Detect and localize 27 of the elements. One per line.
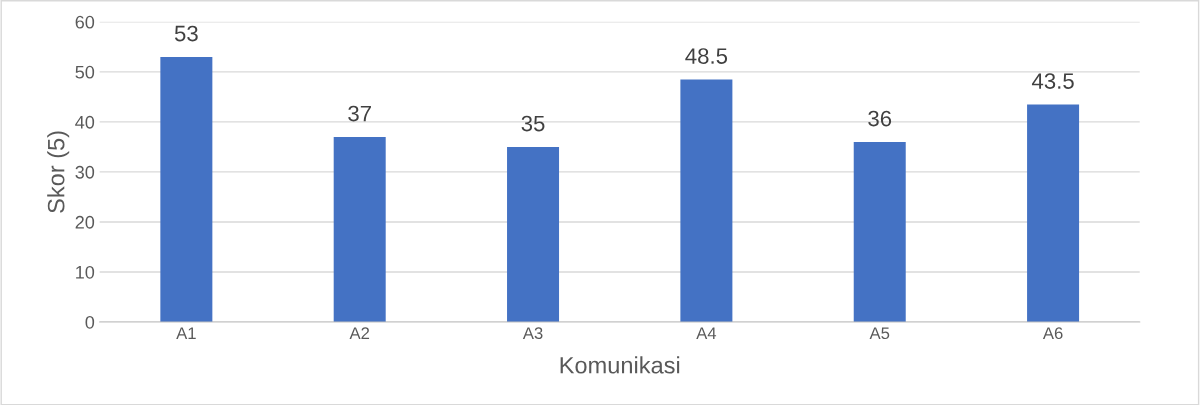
bar <box>853 141 906 322</box>
bar <box>333 136 386 322</box>
y-tick-label: 30 <box>75 165 95 179</box>
x-axis-title: Komunikasi <box>560 356 680 374</box>
data-label: 36 <box>868 110 892 127</box>
bar <box>160 56 213 322</box>
bar <box>680 79 733 322</box>
data-label: 53 <box>174 25 198 42</box>
y-tick-label: 20 <box>75 215 95 229</box>
x-tick-label: A2 <box>349 327 370 339</box>
y-tick-label: 50 <box>75 65 95 79</box>
x-tick-label: A4 <box>696 327 717 339</box>
y-tick-label: 0 <box>85 315 95 329</box>
x-tick-label: A5 <box>869 327 890 340</box>
y-tick-label: 40 <box>75 115 95 129</box>
x-tick-label: A3 <box>522 327 543 340</box>
data-label: 35 <box>521 115 545 132</box>
bar <box>1027 104 1080 322</box>
y-tick-label: 60 <box>75 15 95 29</box>
y-axis-title: Skor (5) <box>47 131 70 213</box>
x-tick-label: A1 <box>176 327 196 339</box>
x-tick-label: A6 <box>1042 327 1063 340</box>
data-label: 43.5 <box>1031 73 1074 89</box>
data-label: 37 <box>348 105 371 122</box>
bar <box>507 146 560 322</box>
data-label: 48.5 <box>685 48 728 64</box>
y-tick-label: 10 <box>76 265 95 279</box>
